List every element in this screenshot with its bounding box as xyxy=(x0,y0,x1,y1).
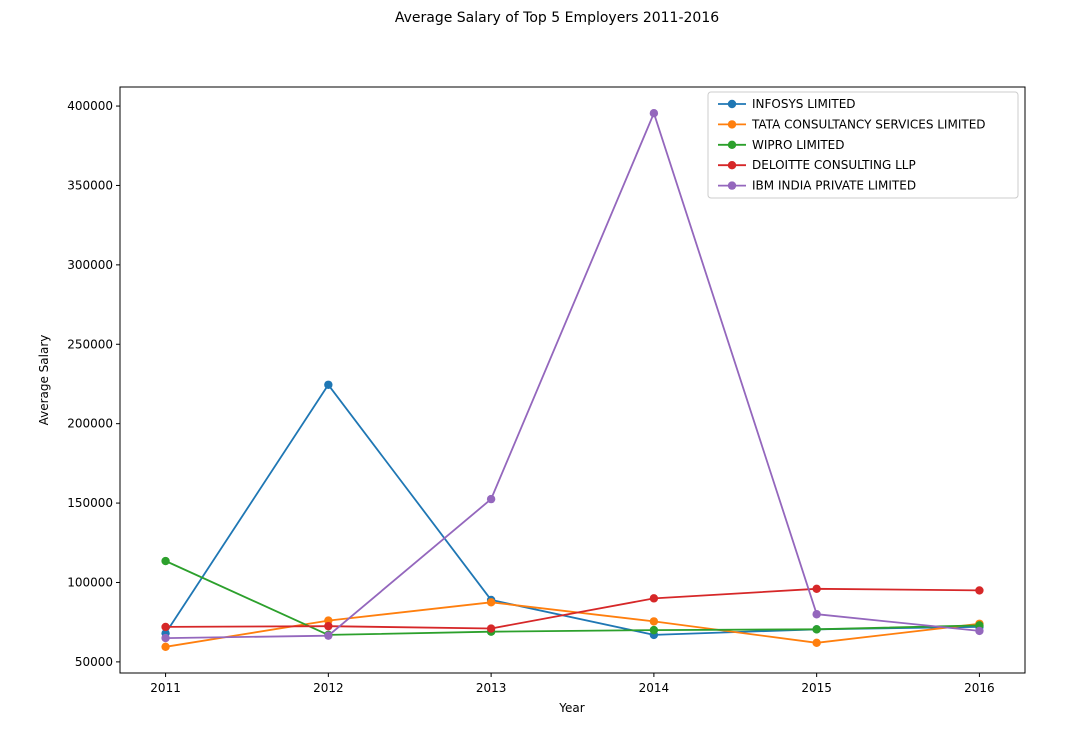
legend-item: DELOITTE CONSULTING LLP xyxy=(718,158,916,172)
legend: INFOSYS LIMITED TATA CONSULTANCY SERVICES… xyxy=(707,91,1019,199)
data-point xyxy=(161,556,170,566)
data-point xyxy=(649,594,659,603)
data-point xyxy=(161,622,170,632)
data-point xyxy=(975,626,984,636)
series-line xyxy=(165,587,980,630)
y-axis: 50000 100000 150000 200000 250000 300000 35000… xyxy=(67,99,120,669)
legend-marker xyxy=(727,140,737,149)
data-point xyxy=(812,610,821,619)
legend-items: INFOSYS LIMITED TATA CONSULTANCY SERVICES… xyxy=(718,97,986,193)
legend-label: WIPRO LIMITED xyxy=(752,138,845,152)
series-3 xyxy=(161,584,984,633)
legend-box xyxy=(707,91,1019,199)
data-point xyxy=(812,625,821,634)
legend-marker xyxy=(727,99,737,109)
data-point xyxy=(324,380,333,389)
data-point xyxy=(486,494,496,504)
y-tick-label: 150000 xyxy=(67,496,113,510)
data-point xyxy=(812,638,821,648)
legend-label: TATA CONSULTANCY SERVICES LIMITED xyxy=(751,117,986,131)
series-layer xyxy=(161,109,984,651)
legend-item: TATA CONSULTANCY SERVICES LIMITED xyxy=(718,117,986,131)
y-tick-label: 300000 xyxy=(67,258,113,272)
x-tick-label: 2013 xyxy=(476,681,507,695)
legend-marker xyxy=(727,161,737,170)
data-point xyxy=(649,109,659,118)
legend-item: IBM INDIA PRIVATE LIMITED xyxy=(718,179,916,193)
data-point xyxy=(649,625,659,635)
data-point xyxy=(161,642,170,651)
x-tick-label: 2016 xyxy=(964,681,995,695)
x-axis-label: Year xyxy=(558,701,584,715)
legend-marker xyxy=(727,120,737,129)
series-line xyxy=(165,112,980,639)
x-tick-label: 2011 xyxy=(150,681,181,695)
y-axis-label: Average Salary xyxy=(37,335,51,426)
x-tick-label: 2015 xyxy=(801,681,832,695)
y-tick-label: 200000 xyxy=(67,417,113,431)
legend-label: DELOITTE CONSULTING LLP xyxy=(752,158,916,172)
data-point xyxy=(324,621,333,631)
y-tick-label: 100000 xyxy=(67,575,113,589)
x-tick-label: 2012 xyxy=(313,681,344,695)
legend-label: IBM INDIA PRIVATE LIMITED xyxy=(752,179,916,193)
legend-item: WIPRO LIMITED xyxy=(718,138,845,152)
data-point xyxy=(812,584,821,594)
legend-marker xyxy=(727,181,737,190)
data-point xyxy=(161,633,170,643)
data-point xyxy=(649,617,659,626)
series-4 xyxy=(161,109,984,643)
data-point xyxy=(486,598,496,607)
series-line xyxy=(165,601,980,648)
y-tick-label: 250000 xyxy=(67,337,113,351)
x-axis: 2011 2012 2013 2014 2015 2016 xyxy=(150,673,995,695)
chart-title: Average Salary of Top 5 Employers 2011-2… xyxy=(395,10,719,26)
legend-item: INFOSYS LIMITED xyxy=(718,97,856,111)
series-line xyxy=(165,560,980,636)
y-tick-label: 350000 xyxy=(67,178,113,192)
data-point xyxy=(324,631,333,640)
y-tick-label: 400000 xyxy=(67,99,113,113)
legend-label: INFOSYS LIMITED xyxy=(752,97,856,111)
y-tick-label: 50000 xyxy=(75,655,113,669)
x-tick-label: 2014 xyxy=(639,681,670,695)
data-point xyxy=(486,624,496,633)
data-point xyxy=(975,586,984,595)
